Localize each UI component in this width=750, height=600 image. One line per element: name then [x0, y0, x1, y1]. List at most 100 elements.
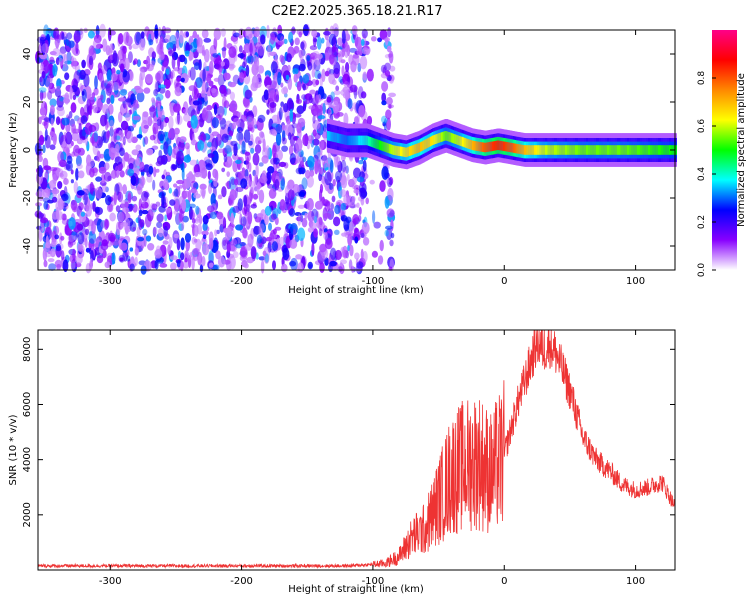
spectrogram-cell — [244, 89, 252, 100]
colorbar-tick-label: 0.4 — [697, 167, 707, 182]
spectrogram-cell — [37, 165, 43, 178]
spectrogram-cell — [207, 205, 215, 213]
spectrogram-cell — [388, 50, 394, 64]
spectrogram-cell — [272, 144, 277, 158]
spectrogram-cell — [98, 166, 107, 174]
spectrogram-cell — [324, 171, 332, 186]
spectrogram-cell — [290, 257, 298, 271]
spectrogram-cell — [237, 111, 243, 117]
spectrogram-cell — [340, 59, 346, 64]
spectrogram-cell — [281, 87, 289, 95]
spectrogram-cell — [154, 24, 159, 38]
spectrogram-cell — [236, 131, 244, 142]
spectrogram-cell — [323, 231, 328, 241]
spectrogram-cell — [345, 62, 350, 73]
spectrogram-cell — [264, 214, 269, 226]
spectrogram-cell — [124, 153, 132, 163]
spectrogram-cell — [86, 141, 90, 152]
spectrogram-cell — [250, 147, 255, 154]
spectrogram-cell — [329, 247, 337, 260]
spectrogram-cell — [218, 215, 227, 227]
spectrogram-cell — [329, 54, 335, 65]
spectrogram-cell — [47, 258, 55, 263]
spectrogram-cell — [53, 27, 60, 41]
spectrogram-cell — [101, 239, 108, 247]
spectrogram-cell — [84, 228, 90, 235]
spectrogram-cell — [331, 195, 336, 203]
spectrogram-cell — [229, 91, 235, 101]
spectrogram-cell — [386, 117, 391, 131]
spectrogram-cell — [61, 140, 68, 151]
spectrogram-cell — [349, 201, 356, 207]
spectrogram-cell — [85, 263, 91, 274]
spectrogram-cell — [39, 90, 44, 101]
spectrogram-cell — [292, 68, 299, 75]
spectrogram-cell — [109, 119, 114, 130]
spectrogram-cell — [71, 57, 78, 70]
spectrogram-cell — [238, 45, 243, 53]
spectrogram-cell — [51, 196, 58, 203]
spectrogram-cell — [60, 235, 65, 241]
spectrogram-cell — [119, 147, 125, 157]
spectrogram-cell — [205, 163, 213, 171]
spectrogram-cell — [267, 166, 275, 174]
spectrogram-cell — [243, 43, 251, 54]
spectrogram-cell — [58, 198, 64, 211]
spectrogram-cell — [57, 107, 65, 117]
spectrogram-cell — [152, 226, 158, 235]
spectrogram-cell — [129, 247, 134, 252]
spectrogram-cell — [311, 242, 315, 256]
spectrogram-cell — [63, 53, 68, 68]
spectrogram-cell — [105, 83, 112, 96]
spectrogram-cell — [61, 193, 69, 202]
spectrogram-cell — [133, 186, 142, 191]
spectrogram-x-ticks: -300 -200 -100 0 100 — [99, 30, 645, 287]
spectrogram-cell — [301, 217, 308, 228]
spectrogram-cell — [384, 37, 390, 42]
spectrogram-cell — [135, 157, 142, 167]
spectrogram-cell — [341, 232, 347, 237]
x-tick-label: -300 — [99, 276, 122, 287]
spectrogram-cell — [296, 81, 302, 92]
spectrogram-cell — [217, 73, 225, 87]
spectrogram-cell — [206, 75, 212, 84]
spectrogram-cell — [153, 139, 159, 144]
spectrogram-cell — [164, 214, 168, 222]
spectrogram-cell — [92, 38, 101, 50]
spectrogram-cell — [213, 27, 221, 41]
spectrogram-cell — [156, 118, 162, 127]
spectrogram-cell — [308, 95, 313, 104]
spectrogram-x-label: Height of straight line (km) — [288, 285, 424, 296]
colorbar-tick-label: 0.2 — [697, 215, 707, 229]
spectrogram-cell — [140, 31, 145, 39]
spectrogram-cell — [231, 122, 236, 130]
spectrogram-cell — [249, 42, 253, 57]
spectrogram-cell — [88, 93, 95, 101]
spectrogram-cell — [163, 179, 169, 190]
spectrogram-cell — [163, 141, 169, 156]
spectrogram-cell — [146, 148, 154, 156]
spectrogram-cell — [329, 159, 334, 173]
spectrogram-cell — [60, 250, 65, 261]
spectrogram-cell — [164, 116, 169, 124]
spectrogram-cell — [67, 240, 73, 248]
spectrogram-cell — [240, 52, 244, 60]
spectrogram-cell — [165, 89, 171, 99]
spectrogram-cell — [95, 186, 103, 199]
spectrogram-cell — [97, 62, 102, 71]
spectrogram-cell — [258, 189, 265, 204]
spectrogram-cell — [226, 226, 235, 238]
spectrogram-cell — [247, 211, 253, 225]
spectrogram-cell — [266, 109, 270, 115]
spectrogram-cell — [75, 41, 79, 55]
spectrogram-cell — [169, 34, 177, 49]
spectrogram-cell — [232, 74, 240, 85]
spectrogram-cell — [248, 140, 253, 146]
spectrogram-cell — [334, 249, 342, 261]
spectrogram-cell — [201, 29, 209, 39]
spectrogram-cell — [74, 255, 83, 265]
spectrogram-cell — [70, 140, 74, 147]
spectrogram-cell — [122, 136, 126, 146]
colorbar: 0.0 0.2 0.4 0.6 0.8 Normalized spectral ampl… — [697, 30, 747, 277]
spectrogram-cell — [280, 82, 284, 88]
